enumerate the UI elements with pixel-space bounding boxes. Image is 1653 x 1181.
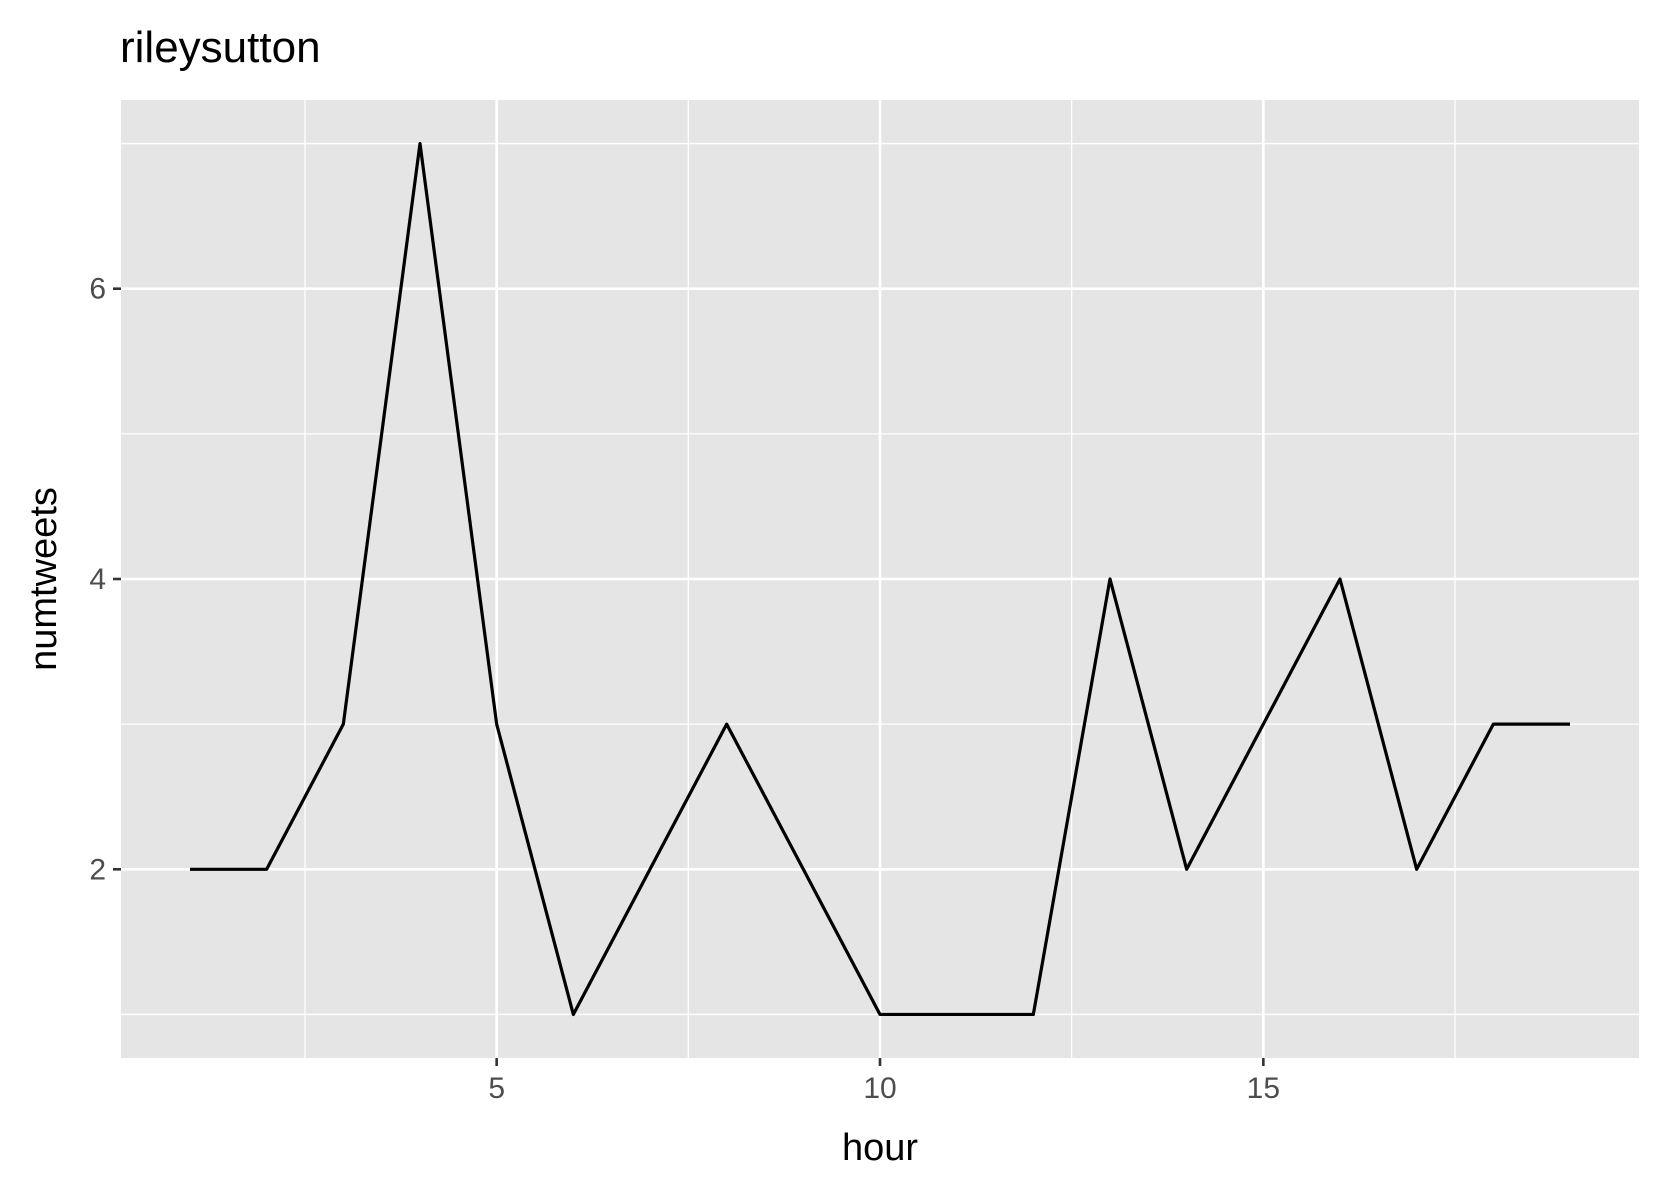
x-tick-label: 10 <box>863 1072 896 1105</box>
y-axis-title: numtweets <box>23 487 65 671</box>
x-axis: 5 10 15 <box>488 1058 1280 1105</box>
x-tick-label: 15 <box>1247 1072 1280 1105</box>
y-axis: 2 4 6 <box>89 273 121 886</box>
x-tick-label: 5 <box>488 1072 505 1105</box>
major-gridlines <box>121 100 1639 1058</box>
chart-title: rileysutton <box>120 23 321 72</box>
y-tick-label: 6 <box>89 273 106 306</box>
series-line <box>190 141 1570 1017</box>
x-axis-title: hour <box>842 1127 918 1169</box>
series-layer <box>190 141 1570 1017</box>
y-tick-label: 2 <box>89 853 106 886</box>
y-tick-label: 4 <box>89 563 106 596</box>
